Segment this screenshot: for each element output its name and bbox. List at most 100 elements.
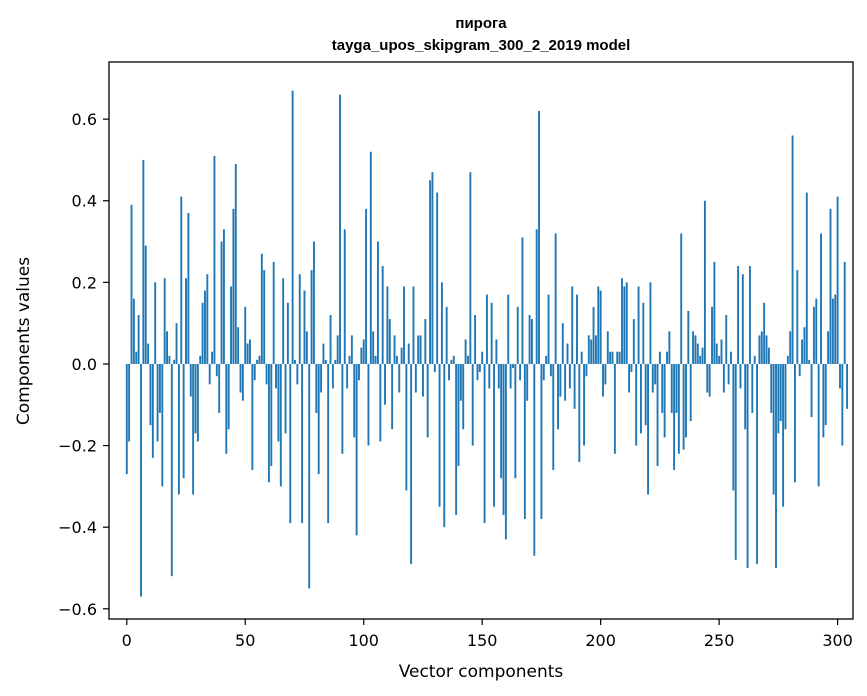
bar-110 (386, 286, 389, 364)
bar-116 (400, 347, 403, 364)
bar-201 (602, 363, 604, 397)
bar-200 (599, 290, 602, 364)
y-tick-label: −0.2 (58, 437, 97, 456)
bar-261 (744, 363, 747, 430)
bar-250 (718, 355, 721, 364)
bar-254 (727, 363, 730, 385)
bar-105 (374, 355, 377, 364)
bar-42 (225, 363, 228, 454)
bar-193 (583, 363, 586, 446)
bar-73 (298, 274, 301, 364)
bar-237 (687, 310, 690, 364)
bar-159 (502, 363, 505, 515)
bar-226 (661, 363, 664, 413)
bar-50 (244, 306, 247, 364)
bar-248 (713, 261, 716, 364)
bar-47 (237, 327, 240, 364)
bar-192 (580, 351, 583, 364)
bar-293 (820, 233, 822, 364)
bar-183 (559, 363, 562, 397)
bar-282 (794, 363, 796, 483)
bar-214 (632, 319, 635, 364)
bar-137 (450, 359, 453, 364)
bar-109 (384, 363, 386, 405)
bar-12 (154, 282, 157, 364)
bar-81 (317, 363, 320, 475)
bar-19 (170, 363, 173, 577)
bar-251 (720, 339, 723, 364)
bar-264 (751, 363, 754, 413)
bar-97 (355, 363, 358, 536)
bar-297 (829, 208, 832, 364)
bar-112 (391, 363, 394, 430)
bar-124 (419, 335, 422, 364)
bar-51 (246, 343, 249, 364)
bar-298 (831, 298, 834, 364)
bar-114 (395, 355, 398, 364)
bar-219 (644, 363, 647, 426)
bar-86 (329, 315, 332, 364)
bar-10 (149, 363, 152, 426)
bar-38 (215, 363, 218, 377)
bar-257 (734, 363, 737, 560)
bar-168 (523, 363, 526, 520)
bar-136 (448, 363, 450, 381)
bar-203 (606, 331, 609, 364)
bar-153 (488, 363, 491, 389)
bar-186 (566, 343, 569, 364)
bar-130 (433, 363, 436, 373)
bar-225 (658, 351, 661, 364)
bar-285 (801, 339, 804, 364)
bar-300 (836, 196, 839, 364)
bar-234 (680, 233, 683, 364)
bar-36 (211, 351, 214, 364)
bar-302 (841, 363, 844, 446)
bar-113 (393, 335, 396, 364)
bar-205 (611, 351, 614, 364)
bar-21 (175, 323, 178, 364)
bar-165 (516, 306, 519, 364)
bar-147 (474, 315, 477, 364)
bar-253 (725, 315, 728, 364)
bar-14 (158, 363, 161, 413)
bar-162 (509, 363, 512, 389)
bar-273 (772, 363, 775, 495)
bar-141 (459, 363, 462, 401)
bar-281 (791, 135, 794, 364)
bar-296 (827, 331, 830, 364)
bar-236 (685, 363, 687, 438)
bar-11 (151, 363, 154, 458)
bar-249 (715, 343, 718, 364)
bar-272 (770, 363, 773, 413)
bar-209 (621, 278, 623, 364)
bar-157 (497, 363, 500, 389)
bar-143 (464, 339, 467, 364)
bar-120 (410, 363, 413, 564)
bar-194 (585, 363, 588, 377)
bar-208 (618, 351, 621, 364)
chart-title: пирога (455, 15, 507, 32)
bar-41 (222, 229, 225, 364)
bar-89 (336, 335, 339, 364)
bar-2 (130, 204, 133, 364)
bar-179 (549, 363, 552, 377)
bar-289 (810, 363, 813, 418)
bar-29 (194, 363, 197, 434)
bar-6 (140, 363, 142, 597)
bar-15 (161, 363, 164, 487)
bar-199 (597, 286, 600, 364)
bar-149 (478, 363, 481, 373)
bar-20 (173, 359, 176, 364)
bar-48 (239, 363, 242, 393)
bar-131 (436, 192, 439, 364)
bar-290 (812, 306, 815, 364)
bar-262 (746, 363, 749, 568)
bar-107 (379, 363, 382, 442)
bar-265 (753, 355, 756, 364)
bar-76 (305, 331, 308, 364)
bar-303 (843, 261, 846, 364)
bar-58 (263, 270, 266, 364)
bar-271 (767, 347, 770, 364)
bar-63 (275, 363, 277, 389)
